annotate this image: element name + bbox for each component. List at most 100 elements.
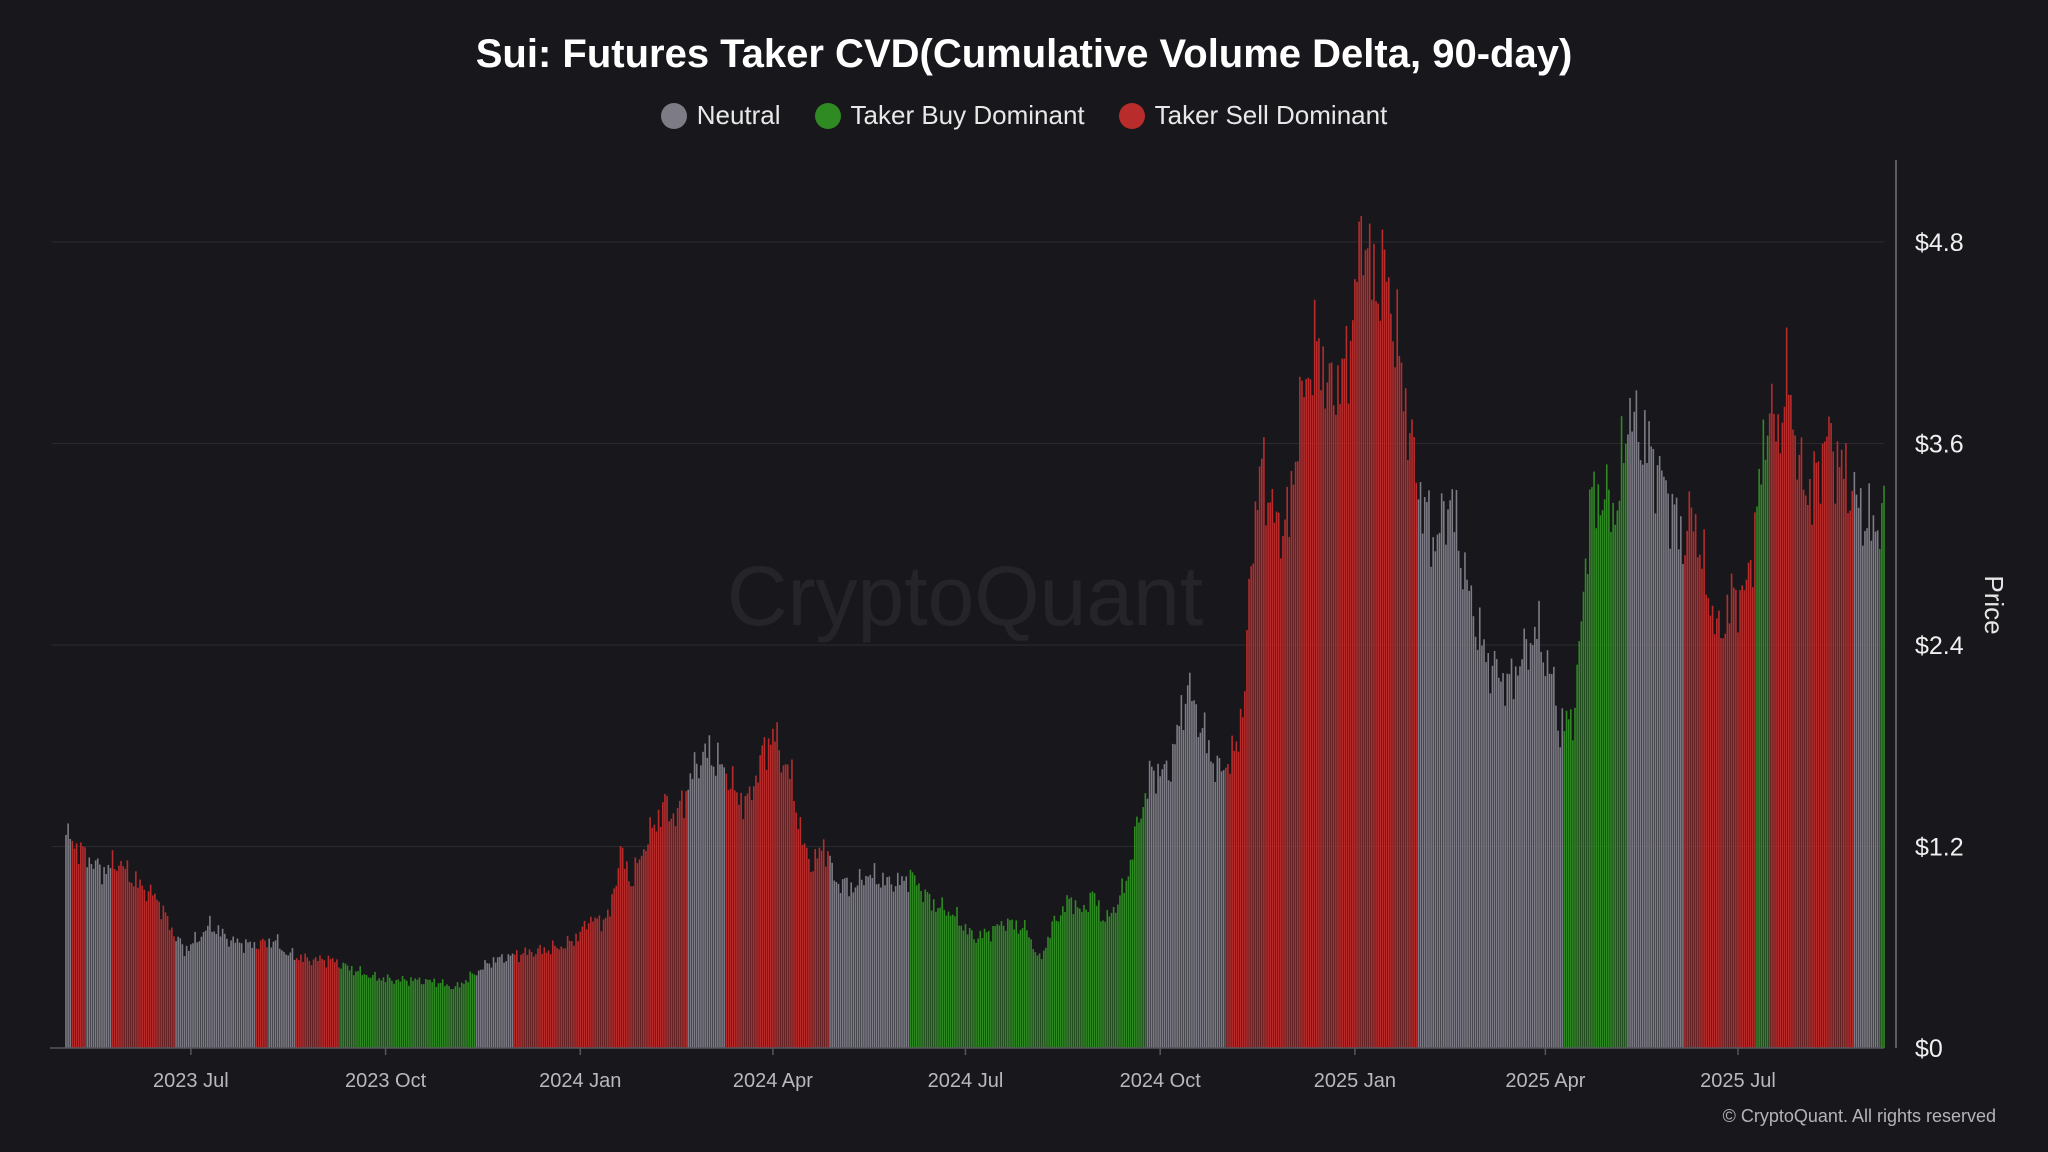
- price-bar: [1472, 616, 1475, 1048]
- price-bar: [1517, 675, 1519, 1048]
- legend-label-buy: Taker Buy Dominant: [850, 100, 1085, 130]
- price-bar: [647, 844, 649, 1048]
- price-bar: [522, 953, 524, 1048]
- price-bar: [460, 982, 463, 1048]
- price-bar: [1335, 414, 1337, 1048]
- price-bar: [141, 885, 143, 1048]
- price-bar: [236, 938, 239, 1048]
- price-bar: [886, 877, 888, 1048]
- price-bar: [408, 985, 410, 1048]
- legend-item-sell[interactable]: Taker Sell Dominant: [1118, 100, 1387, 131]
- price-bar: [1866, 528, 1868, 1048]
- price-bar: [733, 790, 736, 1048]
- price-bar: [579, 931, 582, 1048]
- price-bar: [903, 880, 905, 1048]
- price-bar: [469, 971, 472, 1048]
- price-bar: [490, 967, 493, 1048]
- price-bar: [1040, 959, 1043, 1048]
- price-bar: [266, 947, 268, 1048]
- price-bar: [1199, 732, 1202, 1048]
- price-bar: [1576, 664, 1578, 1048]
- price-bar: [96, 858, 99, 1048]
- price-bar: [1042, 950, 1045, 1048]
- price-bar: [312, 959, 315, 1048]
- price-bar: [425, 978, 427, 1048]
- price-bar: [1095, 905, 1098, 1048]
- price-bar: [342, 962, 345, 1048]
- price-bar: [1417, 499, 1420, 1048]
- y-axis-label: Price: [1979, 575, 2009, 634]
- price-bar: [882, 872, 884, 1048]
- price-bar: [1478, 607, 1481, 1048]
- price-bar: [1605, 464, 1608, 1048]
- price-bar: [1495, 659, 1498, 1048]
- price-bar: [983, 928, 986, 1048]
- price-bar: [530, 952, 533, 1048]
- price-bar: [1758, 468, 1760, 1049]
- price-bar: [395, 979, 397, 1048]
- price-bar: [494, 962, 497, 1048]
- price-bar: [401, 976, 404, 1048]
- price-bar: [607, 909, 609, 1048]
- price-bar: [725, 773, 728, 1048]
- price-bar: [913, 875, 916, 1048]
- price-bar: [877, 883, 880, 1048]
- price-bar: [484, 960, 486, 1048]
- price-bar: [492, 957, 495, 1048]
- price-bar: [67, 823, 69, 1048]
- price-bar: [1809, 479, 1811, 1048]
- price-bar: [327, 955, 330, 1048]
- price-bar: [1493, 650, 1496, 1048]
- price-bar: [655, 831, 658, 1048]
- price-bar: [1881, 503, 1883, 1048]
- price-bar: [676, 807, 679, 1048]
- price-bar: [1483, 639, 1485, 1048]
- price-bar: [1269, 502, 1272, 1048]
- price-bar: [1442, 501, 1445, 1048]
- legend-dot-sell-icon: [1118, 102, 1145, 129]
- price-bar: [1123, 893, 1125, 1048]
- price-bar: [71, 840, 74, 1048]
- legend-item-buy[interactable]: Taker Buy Dominant: [814, 100, 1085, 131]
- price-bar: [865, 875, 867, 1048]
- price-bar: [844, 878, 846, 1048]
- price-bar: [1544, 676, 1547, 1048]
- price-bar: [833, 880, 836, 1048]
- price-bar: [1364, 250, 1367, 1048]
- price-bar: [1349, 340, 1352, 1048]
- price-bar: [1536, 638, 1538, 1048]
- price-bar: [226, 938, 228, 1048]
- price-bar: [234, 942, 237, 1048]
- price-bar: [907, 892, 910, 1048]
- price-bar: [746, 793, 749, 1048]
- price-bar: [308, 960, 311, 1048]
- price-bar: [1629, 397, 1631, 1048]
- price-bar: [757, 782, 759, 1048]
- copyright-notice: © CryptoQuant. All rights reserved: [1722, 1106, 1996, 1126]
- price-bar: [1525, 639, 1528, 1048]
- price-bar: [814, 849, 817, 1048]
- price-bar: [1235, 741, 1238, 1048]
- price-bar: [213, 931, 215, 1048]
- price-bar: [145, 901, 148, 1048]
- price-bar: [1675, 497, 1678, 1048]
- price-bar: [456, 982, 459, 1048]
- price-bar: [1798, 454, 1801, 1048]
- price-bar: [302, 962, 304, 1048]
- price-bar: [1790, 394, 1792, 1049]
- price-bar: [1878, 549, 1881, 1048]
- price-bar: [272, 941, 275, 1048]
- price-bar: [433, 978, 436, 1048]
- price-bar: [892, 891, 895, 1048]
- price-bar: [1569, 709, 1572, 1048]
- price-bar: [1701, 568, 1703, 1048]
- legend-dot-neutral-icon: [660, 102, 687, 129]
- price-bar: [262, 938, 264, 1048]
- price-bar: [1195, 704, 1197, 1048]
- price-bar: [695, 763, 698, 1048]
- legend-item-neutral[interactable]: Neutral: [660, 100, 781, 131]
- price-bar: [1796, 479, 1799, 1048]
- price-bar: [1288, 537, 1291, 1048]
- price-bar: [137, 887, 139, 1048]
